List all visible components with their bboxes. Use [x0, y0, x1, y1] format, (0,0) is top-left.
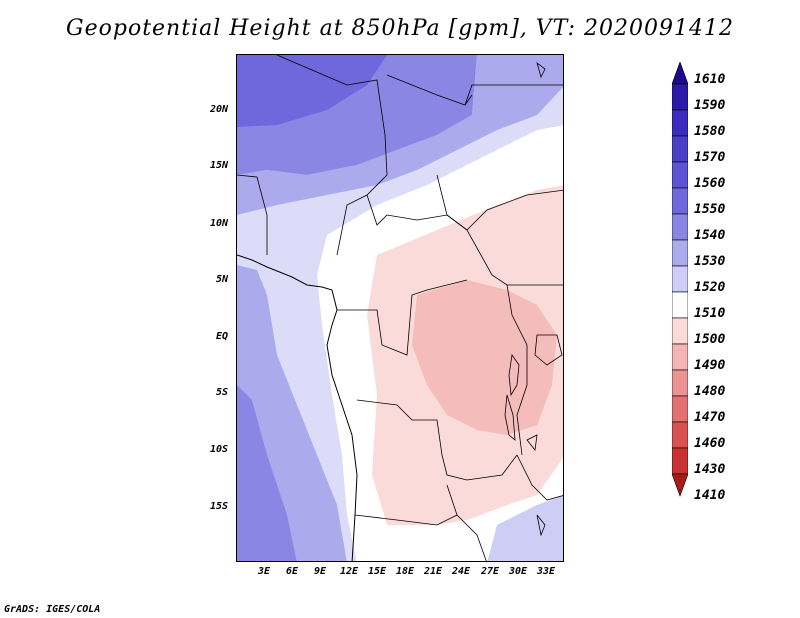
- colorbar-segment: [672, 239, 688, 267]
- lat-label: 10S: [209, 444, 228, 455]
- colorbar-top-arrow: [672, 62, 688, 85]
- lake: [504, 394, 516, 441]
- colorbar-level-label: 1510: [694, 306, 726, 321]
- colorbar-level-label: 1550: [694, 202, 726, 217]
- border-line: [337, 279, 468, 356]
- colorbar-segment: [672, 109, 688, 137]
- border-line: [237, 174, 268, 255]
- colorbar-level-label: 1490: [694, 358, 726, 373]
- colorbar-segment: [672, 447, 688, 475]
- colorbar-segment: [672, 265, 688, 293]
- colorbar-segment: [672, 213, 688, 241]
- border-line: [276, 55, 388, 256]
- colorbar-level-label: 1570: [694, 150, 726, 165]
- border-line: [436, 174, 563, 231]
- border-line: [456, 514, 487, 561]
- field-pink-core: [412, 280, 557, 435]
- lat-label: 10N: [209, 218, 228, 229]
- colorbar-segment: [672, 187, 688, 215]
- lat-label: 5S: [215, 387, 228, 398]
- field-north-band: [237, 55, 563, 215]
- colorbar-level-label: 1610: [694, 72, 726, 87]
- colorbar-level-label: 1480: [694, 384, 726, 399]
- colorbar-level-label: 1520: [694, 280, 726, 295]
- lat-label: 15S: [209, 501, 228, 512]
- colorbar-segment: [672, 343, 688, 371]
- lat-label: 15N: [209, 160, 228, 171]
- lake: [526, 434, 538, 451]
- lon-label: 24E: [451, 566, 471, 577]
- chart-title: Geopotential Height at 850hPa [gpm], VT:…: [66, 16, 734, 41]
- colorbar-level-label: 1430: [694, 462, 726, 477]
- lon-label: 30E: [508, 566, 528, 577]
- colorbar-level-label: 1460: [694, 436, 726, 451]
- lon-label: 21E: [423, 566, 443, 577]
- colorbar-segment: [672, 135, 688, 163]
- colorbar-level-label: 1590: [694, 98, 726, 113]
- lake: [536, 514, 546, 537]
- colorbar: [672, 62, 688, 497]
- field-northwest-max: [237, 55, 387, 127]
- colorbar-level-label: 1560: [694, 176, 726, 191]
- border-line: [506, 284, 528, 456]
- colorbar-segment: [672, 291, 688, 319]
- colorbar-level-label: 1540: [694, 228, 726, 243]
- colorbar-segment: [672, 369, 688, 397]
- lon-label: 18E: [395, 566, 415, 577]
- colorbar-segment: [672, 83, 688, 111]
- lon-label: 27E: [480, 566, 500, 577]
- border-line: [516, 454, 563, 501]
- colorbar-level-label: 1470: [694, 410, 726, 425]
- border-line: [356, 399, 518, 481]
- lat-label: EQ: [215, 331, 228, 342]
- border-line: [386, 74, 473, 106]
- lake: [536, 61, 546, 79]
- border-line: [354, 484, 458, 526]
- lon-label: 3E: [257, 566, 271, 577]
- colorbar-level-label: 1500: [694, 332, 726, 347]
- height-field-map: [237, 55, 563, 561]
- colorbar-segment: [672, 421, 688, 449]
- lon-label: 9E: [313, 566, 327, 577]
- lat-label: 20N: [209, 104, 228, 115]
- lake: [508, 353, 520, 397]
- colorbar-bottom-arrow: [672, 473, 688, 497]
- coastline: [237, 254, 358, 561]
- lon-label: 6E: [285, 566, 299, 577]
- lat-label: 5N: [215, 274, 228, 285]
- lon-label: 15E: [367, 566, 387, 577]
- colorbar-segment: [672, 395, 688, 423]
- colorbar-segment: [672, 161, 688, 189]
- field-southwest-high: [237, 385, 297, 561]
- map-panel: [236, 54, 564, 562]
- colorbar-level-label: 1530: [694, 254, 726, 269]
- lon-label: 33E: [536, 566, 556, 577]
- colorbar-level-label: 1410: [694, 488, 726, 503]
- field-southeast-band: [487, 495, 563, 561]
- border-line: [464, 84, 563, 106]
- colorbar-segment: [672, 317, 688, 345]
- lake: [534, 334, 563, 366]
- lon-label: 12E: [339, 566, 359, 577]
- colorbar-level-label: 1580: [694, 124, 726, 139]
- grads-credit: GrADS: IGES/COLA: [4, 604, 101, 615]
